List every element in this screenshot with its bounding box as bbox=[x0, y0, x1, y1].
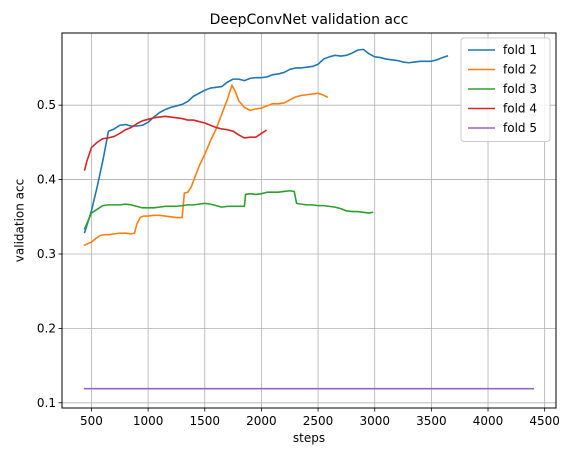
legend-label: fold 5 bbox=[503, 121, 537, 135]
series-line-fold-2 bbox=[83, 84, 329, 247]
legend: fold 1 fold 2 fold 3 fold 4 fold 5 bbox=[460, 37, 551, 142]
x-tick-label: 2000 bbox=[246, 414, 277, 428]
y-tick-label: 0.1 bbox=[37, 396, 56, 410]
x-axis-label: steps bbox=[293, 431, 325, 445]
x-tick-label: 3500 bbox=[416, 414, 447, 428]
legend-label: fold 2 bbox=[503, 63, 537, 77]
series-line-fold-3 bbox=[83, 189, 374, 230]
x-tick-label: 1500 bbox=[189, 414, 220, 428]
x-axis-ticks: 500 1000 1500 2000 2500 3000 3500 4000 4500 bbox=[80, 408, 560, 428]
legend-label: fold 4 bbox=[503, 102, 537, 116]
x-tick-label: 4000 bbox=[473, 414, 504, 428]
x-tick-label: 500 bbox=[80, 414, 103, 428]
x-tick-label: 2500 bbox=[303, 414, 334, 428]
y-tick-label: 0.5 bbox=[37, 98, 56, 112]
x-tick-label: 4500 bbox=[529, 414, 560, 428]
series-line-fold-1 bbox=[83, 48, 449, 234]
y-tick-label: 0.3 bbox=[37, 247, 56, 261]
x-tick-label: 1000 bbox=[133, 414, 164, 428]
y-tick-label: 0.2 bbox=[37, 321, 56, 335]
y-tick-label: 0.4 bbox=[37, 173, 56, 187]
series-line-fold-4 bbox=[83, 115, 268, 171]
legend-box bbox=[460, 37, 551, 142]
plot-series bbox=[83, 48, 535, 390]
legend-label: fold 1 bbox=[503, 43, 537, 57]
y-axis-label: validation acc bbox=[13, 179, 27, 262]
chart-title: DeepConvNet validation acc bbox=[210, 12, 409, 28]
legend-label: fold 3 bbox=[503, 82, 537, 96]
plot-frame bbox=[61, 32, 557, 409]
x-tick-label: 3000 bbox=[359, 414, 390, 428]
y-axis-ticks: 0.1 0.2 0.3 0.4 0.5 bbox=[37, 98, 62, 410]
